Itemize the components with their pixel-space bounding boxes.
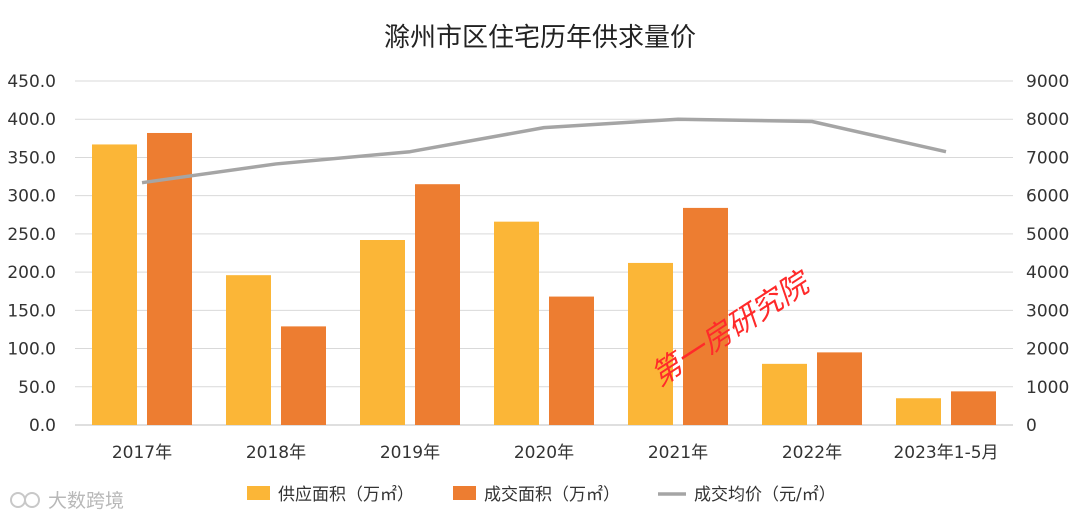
bar-supply (494, 221, 539, 425)
y-left-tick-label: 200.0 (7, 263, 56, 283)
y-left-tick-label: 450.0 (7, 72, 56, 92)
x-tick-label: 2018年 (246, 443, 306, 463)
y-right-tick-label: 7000 (1026, 148, 1069, 168)
bar-transaction (415, 184, 460, 425)
legend: 供应面积（万㎡） 成交面积（万㎡） 成交均价（元/㎡） (247, 485, 836, 505)
bar-transaction (549, 296, 594, 425)
y-left-tick-label: 350.0 (7, 148, 56, 168)
x-tick-label: 2020年 (514, 443, 574, 463)
y-left-tick-label: 100.0 (7, 340, 56, 360)
legend-swatch (247, 486, 270, 500)
line-avg-price (141, 117, 947, 185)
x-tick-label: 2017年 (112, 443, 172, 463)
y-left-tick-label: 400.0 (7, 110, 56, 130)
y-left-tick-label: 0.0 (29, 416, 56, 436)
bar-supply (762, 363, 807, 425)
x-tick-label: 2019年 (380, 443, 440, 463)
legend-swatch (453, 486, 476, 500)
logo-icon-part (24, 492, 40, 508)
x-tick-label: 2022年 (782, 443, 842, 463)
bar-transaction (683, 207, 728, 425)
bar-supply (226, 275, 271, 425)
y-right-tick-label: 3000 (1026, 301, 1069, 321)
y-left-tick-label: 50.0 (18, 378, 56, 398)
axes: 0.0 50.0 100.0 150.0 200.0 250.0 300.0 350.0 400… (7, 72, 1069, 463)
y-right-tick-label: 8000 (1026, 110, 1069, 130)
bar-supply (360, 240, 405, 425)
y-right-tick-label: 5000 (1026, 225, 1069, 245)
bar-supply (628, 262, 673, 425)
y-right-tick-label: 2000 (1026, 340, 1069, 360)
corner-watermark: 大数跨境 (48, 490, 124, 512)
price-line (141, 117, 947, 185)
corner-logo: 大数跨境 (10, 490, 124, 512)
y-left-tick-label: 150.0 (7, 301, 56, 321)
x-tick-label: 2023年1-5月 (893, 443, 998, 463)
bar-supply (92, 144, 137, 425)
bar-supply (896, 398, 941, 425)
bar-transaction (281, 326, 326, 425)
y-right-tick-label: 0 (1026, 416, 1037, 436)
y-left-tick-label: 250.0 (7, 225, 56, 245)
legend-label: 成交均价（元/㎡） (694, 485, 836, 505)
y-right-tick-label: 6000 (1026, 187, 1069, 207)
x-tick-label: 2021年 (648, 443, 708, 463)
legend-label: 供应面积（万㎡） (278, 485, 414, 505)
bar-transaction (951, 391, 996, 425)
y-right-tick-label: 1000 (1026, 378, 1069, 398)
y-right-tick-label: 9000 (1026, 72, 1069, 92)
chart-title: 滁州市区住宅历年供求量价 (384, 23, 696, 53)
legend-label: 成交面积（万㎡） (484, 485, 620, 505)
gridlines (75, 80, 1013, 426)
bar-transaction (817, 352, 862, 425)
bars (92, 132, 996, 425)
y-right-tick-label: 4000 (1026, 263, 1069, 283)
logo-icon (10, 492, 26, 508)
y-left-tick-label: 300.0 (7, 187, 56, 207)
